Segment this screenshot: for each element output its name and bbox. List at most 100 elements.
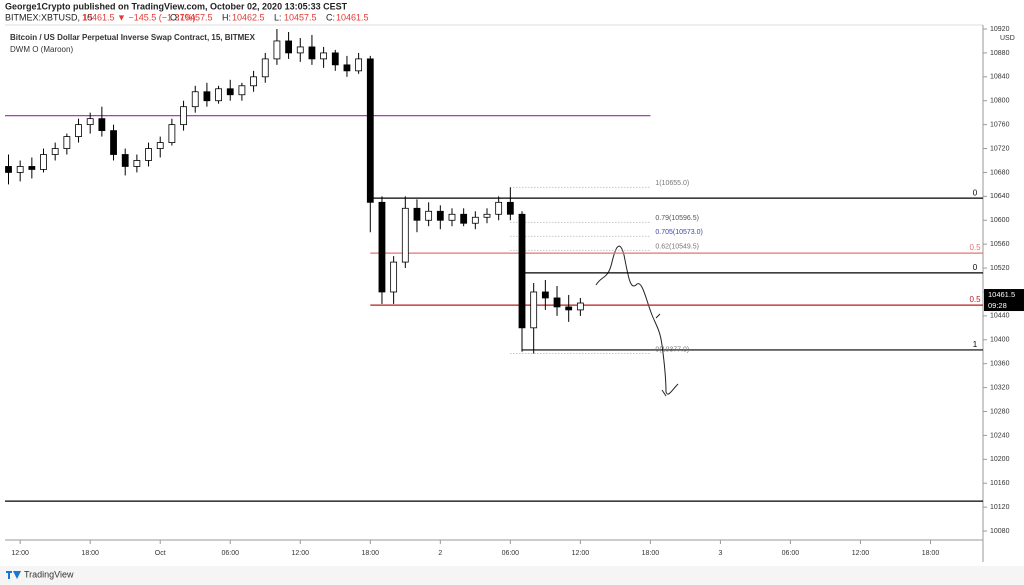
y-tick-label: 10360 — [990, 361, 1010, 368]
y-tick-label: 10840 — [990, 74, 1010, 81]
fib-label: 1(10655.0) — [655, 180, 689, 187]
candle-body — [495, 201, 503, 215]
y-tick-label: 10560 — [990, 241, 1010, 248]
candle-body — [331, 52, 339, 66]
y-tick-label: 10320 — [990, 384, 1010, 391]
candle-body — [168, 124, 176, 143]
candle-body — [261, 58, 269, 78]
y-tick-label: 10080 — [990, 528, 1010, 535]
y-tick-label: 10160 — [990, 480, 1010, 487]
candle-body — [226, 88, 234, 96]
last-price: 10461.5 — [988, 290, 1015, 299]
fib-label: 0.79(10596.5) — [655, 215, 699, 222]
level-label: 0.5 — [969, 295, 981, 304]
y-tick-label: 10680 — [990, 169, 1010, 176]
candle-body — [471, 216, 479, 224]
y-tick-label: 10280 — [990, 408, 1010, 415]
brand: TradingView — [24, 569, 74, 579]
y-tick-label: 10440 — [990, 313, 1010, 320]
candle-body — [238, 85, 246, 96]
fib-label: 0.62(10549.5) — [655, 243, 699, 250]
level-label: 0 — [973, 188, 978, 197]
x-tick-label: 12:00 — [11, 550, 29, 557]
chart-title: Bitcoin / US Dollar Perpetual Inverse Sw… — [10, 33, 256, 42]
candle-body — [413, 207, 421, 221]
candle-body — [483, 213, 491, 218]
candle-body — [98, 118, 106, 132]
x-tick-label: 06:00 — [221, 550, 239, 557]
candle-body — [51, 148, 59, 155]
change: 10461.5 ▼ −145.5 (−1.37%) — [82, 12, 196, 22]
x-tick-label: Oct — [155, 550, 166, 557]
candle-body — [5, 166, 12, 173]
x-tick-label: 18:00 — [642, 550, 660, 557]
y-tick-label: 10600 — [990, 217, 1010, 224]
price-box — [984, 289, 1024, 312]
y-tick-label: 10240 — [990, 432, 1010, 439]
candle-body — [378, 201, 386, 293]
candle-body — [460, 213, 468, 224]
y-tick-label: 10120 — [990, 504, 1010, 511]
x-tick-label: 06:00 — [502, 550, 520, 557]
ohlc-value: 10457.5 — [180, 12, 213, 22]
candle-body — [203, 91, 211, 102]
candle-body — [506, 201, 514, 215]
drawn-projection — [595, 245, 679, 395]
candle-body — [296, 46, 304, 54]
ohlc-value: 10462.5 — [232, 12, 265, 22]
ohlc-value: 10461.5 — [336, 12, 369, 22]
x-tick-label: 12:00 — [292, 550, 310, 557]
candle-body — [401, 207, 409, 263]
level-label: 0.5 — [969, 243, 981, 252]
y-tick-label: 10200 — [990, 456, 1010, 463]
candle-body — [86, 118, 94, 126]
candle-body — [110, 130, 117, 155]
fib-label: 0(10377.0) — [655, 346, 689, 353]
x-tick-label: 12:00 — [572, 550, 590, 557]
candle-body — [425, 210, 433, 221]
ohlc-value: 10457.5 — [284, 12, 317, 22]
symbol: BITMEX:XBTUSD, 15 — [5, 12, 93, 22]
y-tick-label: 10640 — [990, 193, 1010, 200]
y-tick-label: 10760 — [990, 121, 1010, 128]
x-tick-label: 18:00 — [922, 550, 940, 557]
candle-body — [145, 148, 152, 161]
y-tick-label: 10400 — [990, 337, 1010, 344]
y-tick-label: 10720 — [990, 145, 1010, 152]
candle-body — [75, 124, 82, 137]
drawn-arrow — [655, 313, 667, 397]
candle-body — [530, 291, 538, 329]
ohlc-key: L: — [274, 12, 282, 22]
ohlc-key: O: — [170, 12, 180, 22]
candle-body — [250, 76, 257, 87]
candle-body — [576, 302, 584, 311]
y-tick-label: 10520 — [990, 265, 1010, 272]
candle-body — [308, 46, 316, 60]
ohlc-key: H: — [222, 12, 231, 22]
candle-body — [156, 142, 164, 149]
candle-body — [215, 88, 222, 102]
candle-body — [133, 160, 141, 167]
candle-body — [191, 91, 199, 108]
candle-body — [180, 106, 187, 126]
candle-body — [40, 154, 47, 170]
candle-body — [320, 52, 328, 60]
fib-label: 0.705(10573.0) — [655, 229, 702, 236]
candle-body — [343, 64, 351, 72]
y-axis-label: USD — [1000, 35, 1015, 42]
candle-body — [390, 261, 398, 293]
candle-body — [518, 213, 526, 329]
y-tick-label: 10800 — [990, 98, 1010, 105]
candle-body — [553, 297, 561, 308]
countdown: 09:28 — [988, 301, 1007, 310]
x-tick-label: 06:00 — [782, 550, 800, 557]
candle-body — [273, 40, 281, 60]
brand-logo — [6, 571, 21, 579]
chart-subtitle: DWM O (Maroon) — [10, 45, 73, 54]
ohlc-key: C: — [326, 12, 335, 22]
level-label: 1 — [973, 340, 978, 349]
candle-body — [541, 291, 549, 299]
publisher: George1Crypto published on TradingView.c… — [5, 1, 348, 11]
candle-body — [366, 58, 374, 203]
candle-body — [565, 306, 573, 311]
